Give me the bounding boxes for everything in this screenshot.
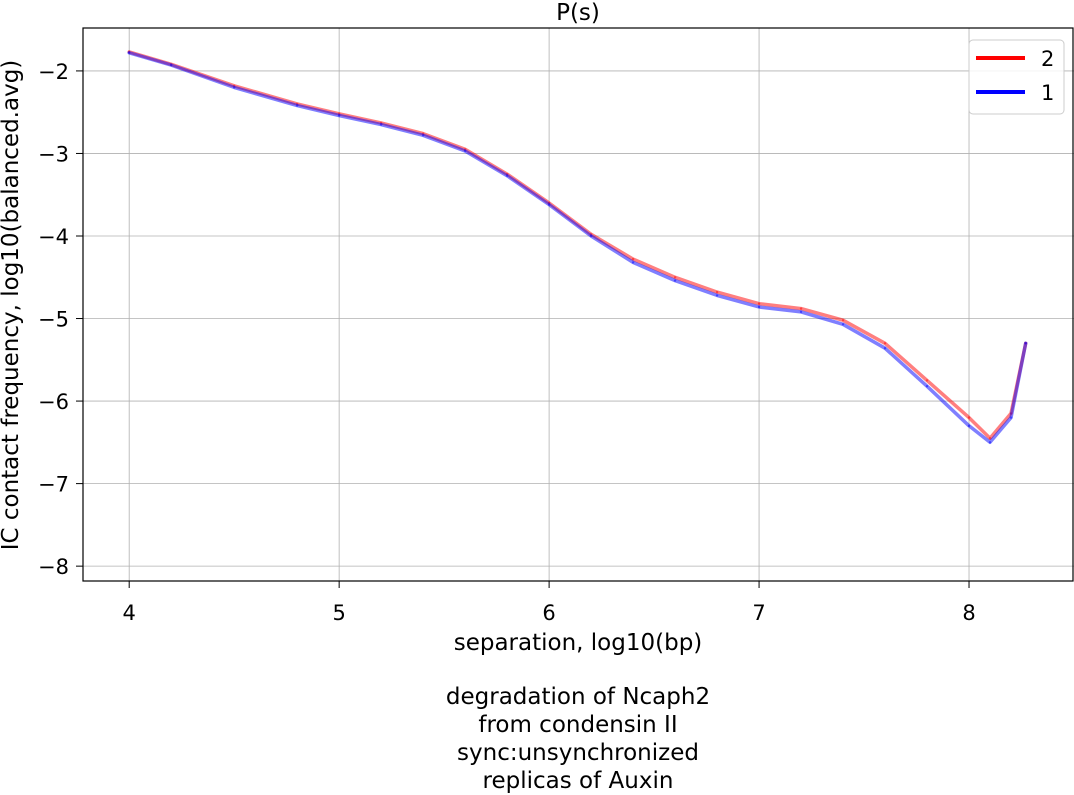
data-point [232, 86, 236, 89]
data-point [295, 104, 299, 107]
data-point [673, 279, 677, 282]
data-point [988, 441, 992, 444]
y-tick-label: −3 [38, 142, 69, 166]
y-tick-label: −6 [38, 390, 69, 414]
legend: 2 1 [968, 39, 1065, 115]
data-point [715, 290, 719, 294]
chart: 4 5 6 7 8 −2 −3 −4 −5 −6 −7 −8 P(s) separation, lo… [0, 0, 1074, 656]
data-point [988, 437, 992, 440]
plot-frame [82, 27, 1074, 582]
data-point [379, 123, 383, 126]
data-point [799, 307, 803, 310]
x-tick-label: 6 [542, 601, 555, 625]
data-point [925, 385, 929, 388]
x-axis-label: separation, log10(bp) [454, 630, 703, 656]
caption-line: sync:unsynchronized [457, 740, 699, 766]
data-point [337, 114, 341, 117]
data-point [1009, 416, 1013, 419]
data-point [757, 302, 761, 305]
x-tick-label: 4 [123, 601, 136, 625]
y-tick-label: −8 [38, 555, 69, 579]
data-point [925, 379, 929, 382]
y-tick-label: −4 [38, 225, 69, 249]
caption-line: degradation of Ncaph2 [445, 684, 711, 710]
data-point [463, 149, 467, 153]
data-point [841, 323, 845, 326]
data-point [505, 174, 509, 177]
data-point [631, 257, 635, 261]
data-point [631, 261, 635, 264]
series-layer [127, 50, 1028, 445]
y-tick-label: −2 [38, 60, 69, 84]
x-axis-ticks: 4 5 6 7 8 [123, 581, 976, 625]
figure-caption: degradation of Ncaph2 from condensin II … [0, 683, 1074, 795]
x-gridlines [128, 28, 970, 581]
y-tick-label: −5 [38, 308, 69, 332]
data-point [883, 347, 887, 350]
data-point [883, 342, 887, 345]
data-point [841, 318, 845, 322]
data-point [589, 234, 593, 238]
y-axis-ticks: −2 −3 −4 −5 −6 −7 −8 [38, 60, 83, 579]
caption-line: replicas of Auxin [482, 768, 674, 794]
caption-line: from condensin II [478, 712, 678, 738]
data-point [127, 51, 131, 54]
series-1 [127, 51, 1028, 445]
data-point [967, 424, 971, 428]
x-tick-label: 8 [962, 601, 975, 625]
series-line-2 [127, 50, 1028, 440]
data-point [799, 310, 803, 314]
y-gridlines [83, 70, 1074, 567]
x-tick-label: 5 [332, 601, 345, 625]
data-point [1024, 342, 1027, 345]
x-tick-label: 7 [752, 601, 765, 625]
data-point [169, 63, 173, 67]
legend-label-1: 1 [1041, 81, 1054, 105]
data-point [673, 276, 677, 279]
data-point [967, 416, 971, 419]
data-point [715, 294, 719, 297]
data-point [547, 203, 551, 206]
y-tick-label: −7 [38, 473, 69, 497]
data-point [757, 305, 761, 309]
series-2 [127, 50, 1028, 440]
chart-title: P(s) [556, 0, 600, 26]
data-point [421, 134, 425, 137]
series-line-1 [127, 51, 1028, 445]
y-axis-label: IC contact frequency, log10(balanced.avg… [0, 60, 24, 551]
legend-label-2: 2 [1041, 47, 1054, 71]
